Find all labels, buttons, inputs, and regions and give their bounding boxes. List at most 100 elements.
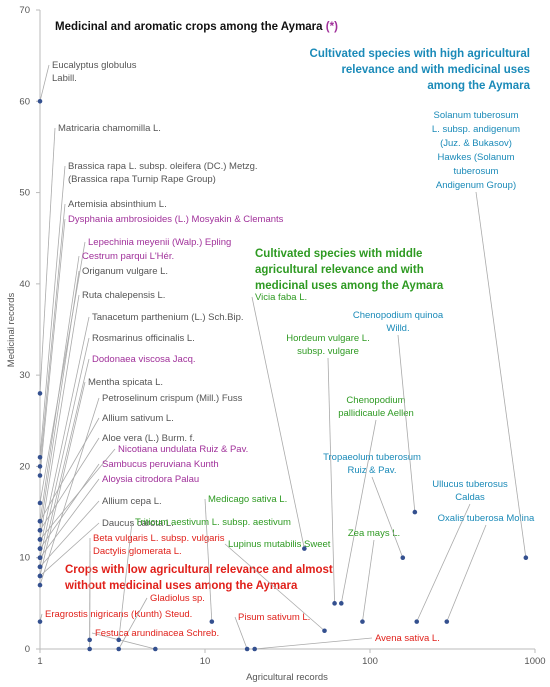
point	[37, 528, 43, 533]
point	[153, 646, 158, 652]
group-header-line: relevance and with medicinal uses	[341, 64, 530, 76]
point-label-line: Cestrum parqui L'Hér.	[82, 251, 174, 262]
point-label-line: (Juz. & Bukasov)	[440, 138, 512, 149]
leader-line	[371, 476, 404, 558]
point-label-line: Beta vulgaris L. subsp. vulgaris	[93, 533, 225, 544]
group-header-line: Cultivated species with middle	[255, 248, 422, 260]
leader-line	[251, 296, 305, 549]
point-label: Vicia faba L.	[255, 292, 307, 303]
y-axis-title: Medicinal records	[6, 293, 17, 368]
point-label: Matricaria chamomilla L.	[58, 123, 161, 134]
point	[87, 646, 92, 652]
chart-title: Medicinal and aromatic crops among the A…	[55, 21, 338, 33]
point-label: Zea mays L.	[348, 528, 400, 539]
point-label-line: Rosmarinus officinalis L.	[92, 333, 195, 344]
point-label-line: Lepechinia meyenii (Walp.) Epling	[88, 237, 231, 248]
x-axis-title: Agricultural records	[246, 672, 328, 683]
leader-line	[118, 521, 133, 640]
y-tick-label: 10	[19, 553, 30, 564]
point	[400, 555, 406, 561]
point-label-line: Lupinus mutabilis Sweet	[228, 539, 331, 550]
leader-line	[234, 616, 248, 650]
point	[37, 518, 43, 524]
leader-line	[39, 218, 66, 476]
point	[37, 464, 43, 469]
leader-line	[224, 543, 325, 632]
leader-line	[39, 463, 100, 549]
leader-line	[204, 498, 213, 622]
point-label: Artemisia absinthium L.	[68, 199, 167, 210]
point-label: Avena sativa L.	[375, 633, 440, 644]
point-label: Allium sativum L.	[102, 413, 174, 424]
point-label-line: pallidicaule Aellen	[338, 408, 414, 419]
point-label-line: Chenopodium	[346, 395, 405, 406]
point-label-line: Brassica rapa L. subsp. oleifera (DC.) M…	[68, 161, 258, 172]
point	[37, 537, 43, 542]
point	[116, 637, 122, 643]
point-label: Eragrostis nigricans (Kunth) Steud.	[45, 609, 192, 620]
point-label-line: Hawkes (Solanum	[437, 152, 514, 163]
point-label: Triticum aestivum L. subsp. aestivum	[135, 517, 291, 528]
leader-line	[416, 503, 471, 622]
point-label-line: Hordeum vulgare L.	[286, 333, 369, 344]
point-label: Ruta chalepensis L.	[82, 290, 165, 301]
leader-line	[340, 419, 377, 604]
point-label-line: Artemisia absinthium L.	[68, 199, 167, 210]
leader-line	[397, 334, 416, 513]
point-label-line: Pisum sativum L.	[238, 612, 310, 623]
point-label: Chenopodium pallidicaule Aellen	[338, 395, 414, 419]
leader-line	[39, 500, 100, 568]
point-label-line: subsp. vulgare	[297, 346, 359, 357]
point-label-line: Eragrostis nigricans (Kunth) Steud.	[45, 609, 192, 620]
leader-line	[475, 191, 527, 558]
title-text: Medicinal and aromatic crops among the A…	[55, 21, 323, 33]
point-label-line: Medicago sativa L.	[208, 494, 287, 505]
point-label: Rosmarinus officinalis L.	[92, 333, 195, 344]
point-label-line: Petroselinum crispum (Mill.) Fuss	[102, 393, 243, 404]
point-label: Pisum sativum L.	[238, 612, 310, 623]
point	[37, 555, 43, 561]
leader-line	[39, 522, 100, 577]
leader-line	[39, 294, 80, 540]
point-label: Festuca arundinacea Schreb.	[95, 628, 219, 639]
leader-line	[446, 524, 487, 622]
point-label-line: Ullucus tuberosus	[432, 479, 508, 490]
y-tick-label: 70	[19, 5, 30, 16]
leader-line	[39, 397, 100, 586]
leader-line	[39, 64, 50, 102]
point-label-line: Solanum tuberosum	[433, 110, 518, 121]
leader-line	[118, 597, 148, 650]
leader-line	[39, 241, 86, 504]
point-label-line: L. subsp. andigenum	[432, 124, 520, 135]
point-label: Dodonaea viscosa Jacq.	[92, 354, 196, 365]
point	[244, 646, 250, 652]
point-label: Allium cepa L.	[102, 496, 162, 507]
y-tick-label: 0	[25, 644, 30, 655]
point	[37, 500, 43, 506]
point-label-line: Allium cepa L.	[102, 496, 162, 507]
point-label: Aloe vera (L.) Burm. f.	[102, 433, 195, 444]
leader-line	[39, 165, 66, 458]
leader-line	[39, 255, 80, 522]
point-label-line: Dysphania ambrosioides (L.) Mosyakin & C…	[68, 214, 284, 225]
y-tick-label: 50	[19, 188, 30, 199]
point-label: Aloysia citrodora Palau	[102, 474, 199, 485]
point-label-line: Matricaria chamomilla L.	[58, 123, 161, 134]
point-label-line: Vicia faba L.	[255, 292, 307, 303]
point-label: Daucus carota L.	[102, 518, 174, 529]
point	[37, 455, 43, 460]
point-label: Ullucus tuberosus Caldas	[432, 479, 508, 503]
point-label-line: Ruiz & Pav.	[348, 465, 397, 476]
point-label: Origanum vulgare L.	[82, 266, 168, 277]
leader-line	[91, 632, 156, 650]
y-tick-label: 30	[19, 370, 30, 381]
leader-line	[254, 637, 373, 650]
point-label-line: Daucus carota L.	[102, 518, 174, 529]
point-label-line: Avena sativa L.	[375, 633, 440, 644]
x-tick-label: 1	[37, 656, 42, 667]
point	[360, 619, 365, 624]
point	[87, 637, 92, 643]
leader-line	[39, 417, 100, 522]
point-label: Lupinus mutabilis Sweet	[228, 539, 331, 550]
